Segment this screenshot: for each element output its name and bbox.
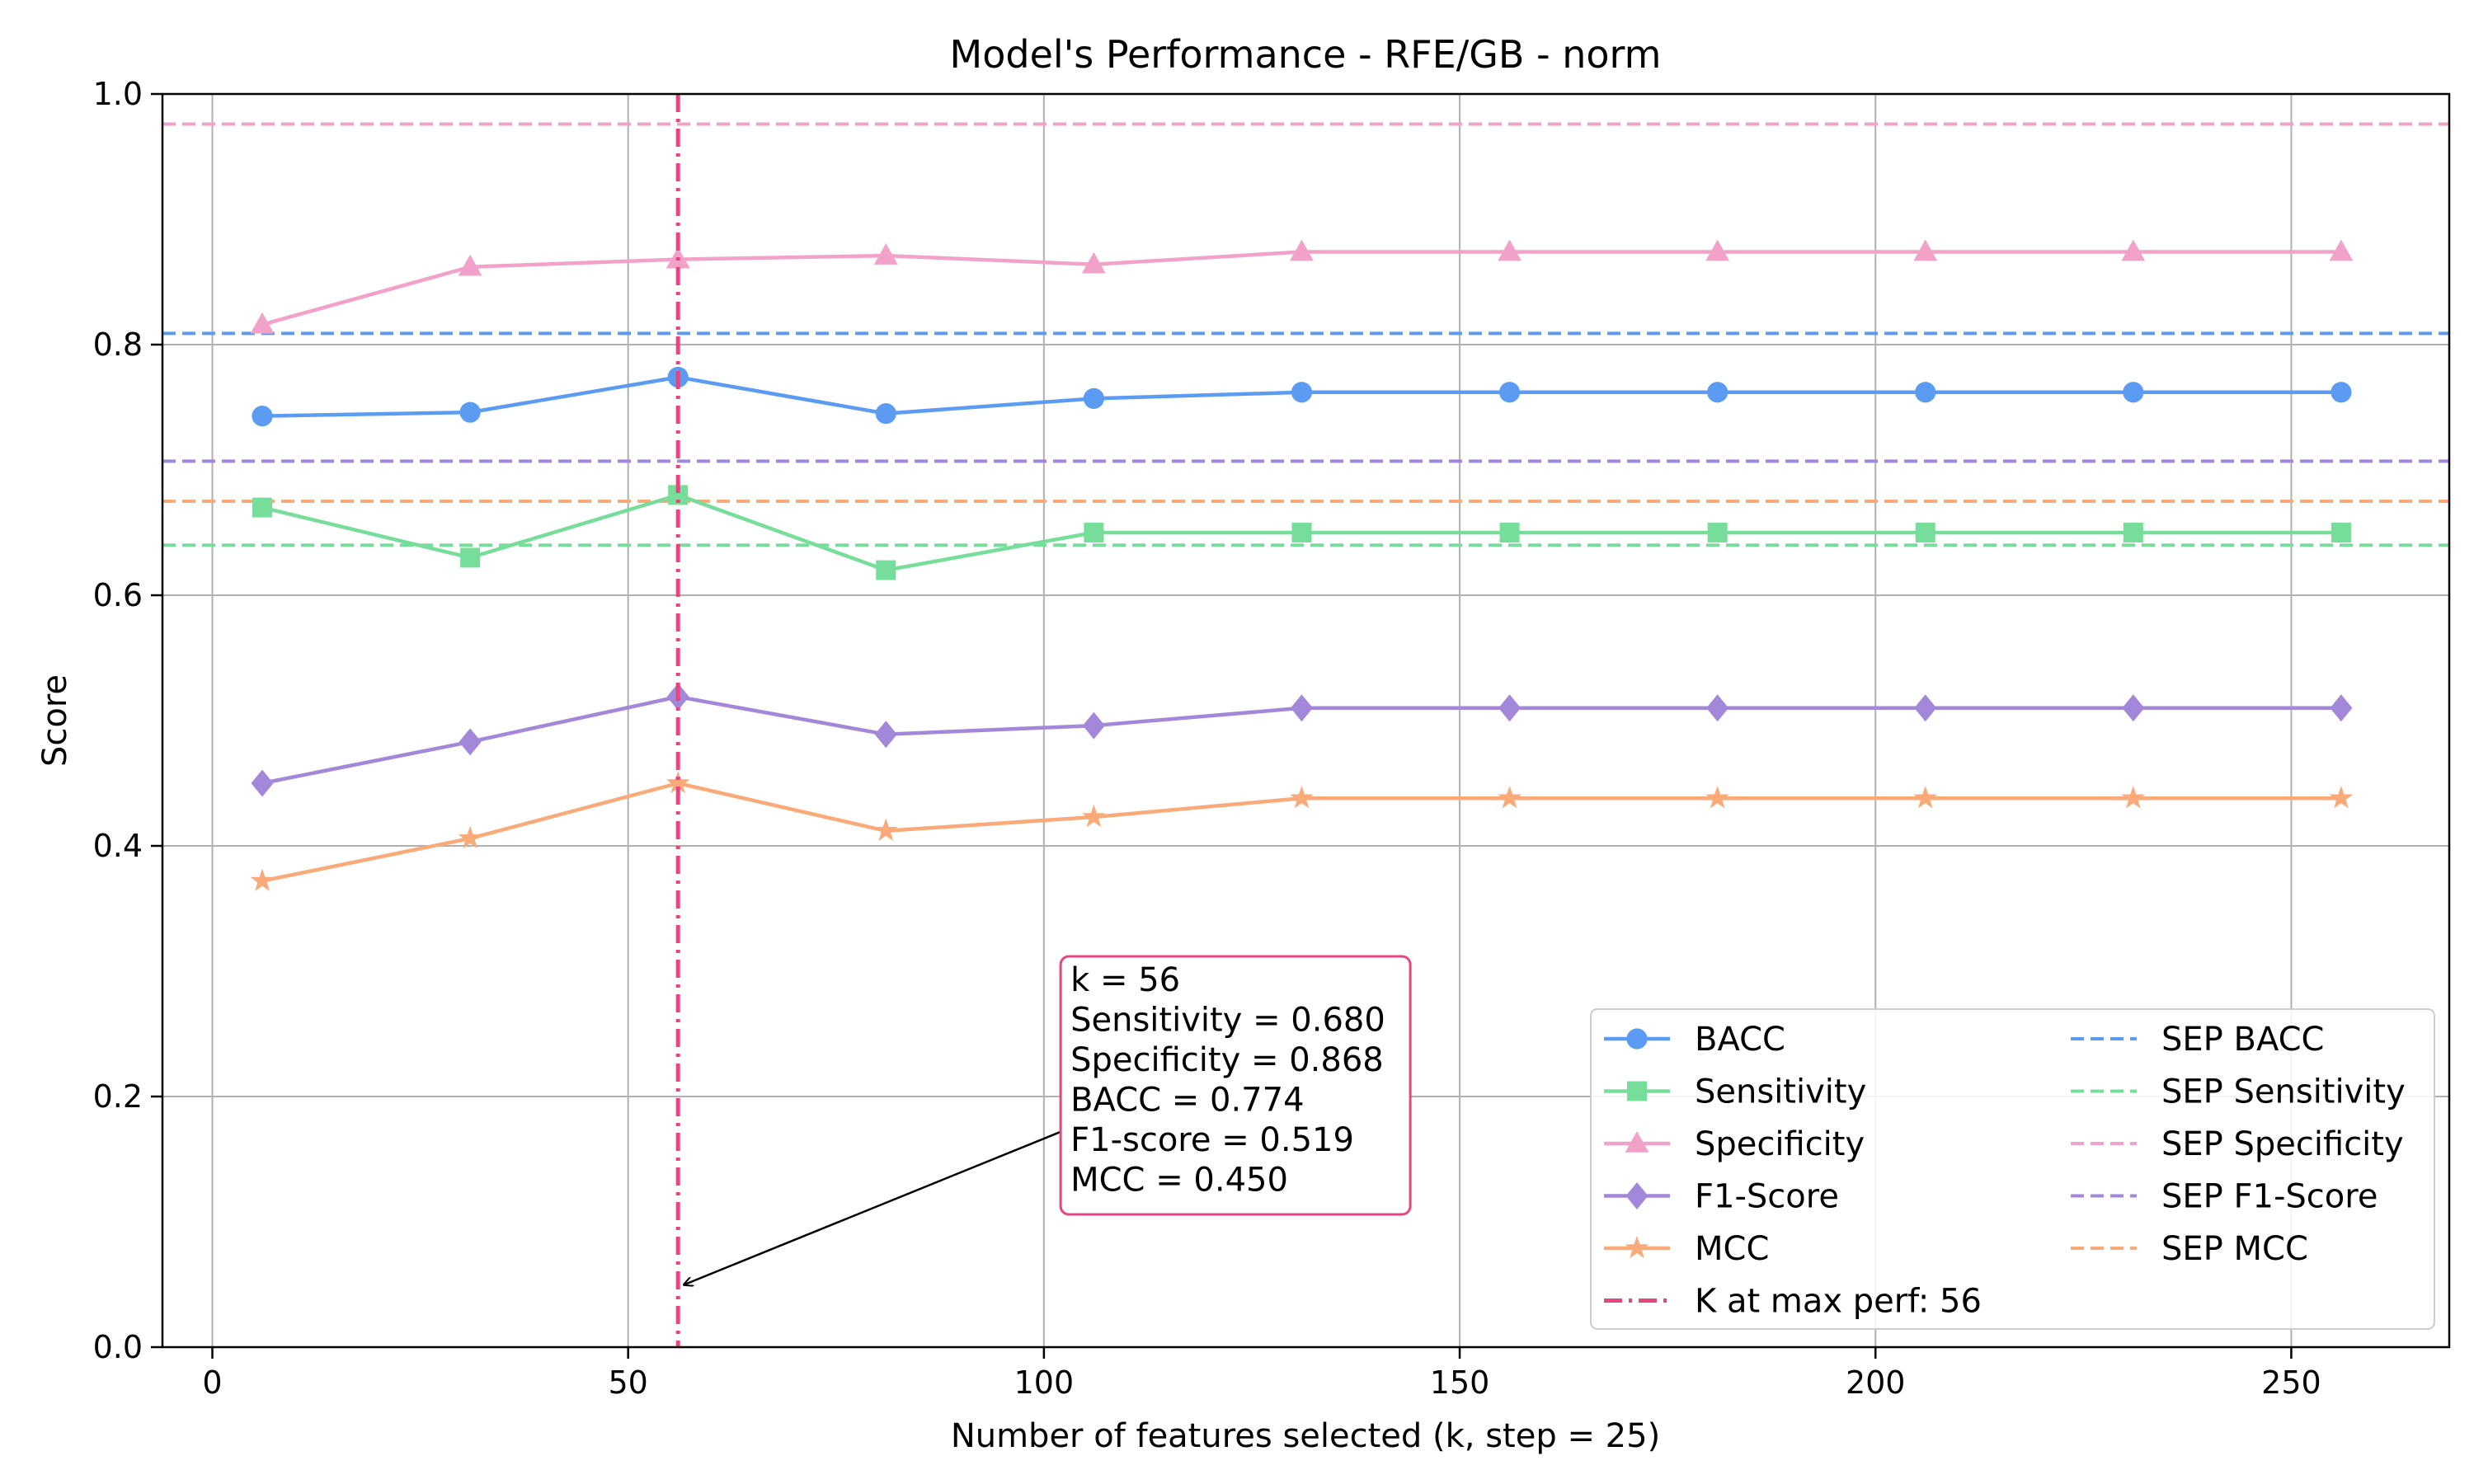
legend-label: SEP BACC [2161, 1021, 2324, 1059]
data-point [458, 825, 482, 848]
legend: BACC Sensitivity Specificity F1-Score MCC K a… [1590, 1008, 2435, 1330]
data-point [459, 728, 482, 756]
data-point [1705, 239, 1730, 261]
legend-label: F1-Score [1695, 1178, 1839, 1216]
data-point [458, 254, 482, 276]
data-point [1291, 382, 1313, 403]
data-point [1083, 387, 1104, 409]
data-point [2331, 382, 2352, 403]
x-tick-label: 50 [609, 1364, 648, 1401]
data-point [252, 406, 273, 427]
annotation-box [1059, 955, 1412, 1216]
annotation-text: F1-score = 0.519 [1070, 1121, 1354, 1159]
legend-label: MCC [1695, 1230, 1769, 1268]
data-point [2331, 523, 2351, 542]
data-point [874, 721, 897, 749]
data-point [2123, 382, 2144, 403]
data-point [1498, 786, 1522, 809]
annotation-text: BACC = 0.774 [1070, 1082, 1304, 1120]
data-point [874, 818, 898, 841]
data-point [1915, 523, 1935, 542]
data-point [1914, 694, 1937, 722]
legend-marker [1625, 1131, 1649, 1153]
y-tick-label: 0.6 [93, 577, 143, 613]
y-tick-label: 1.0 [93, 76, 143, 112]
data-point [251, 769, 274, 797]
data-point [1081, 251, 1106, 274]
x-tick-label: 150 [1430, 1364, 1490, 1401]
x-axis-label: Number of features selected (k, step = 2… [951, 1417, 1660, 1455]
data-point [2123, 523, 2143, 542]
legend-box [1590, 1008, 2435, 1330]
data-point [1082, 805, 1106, 828]
data-point [1084, 523, 1104, 542]
data-point [1498, 382, 1521, 403]
data-point [1499, 523, 1520, 542]
y-tick-label: 0.8 [93, 326, 143, 363]
annotation-arrow [684, 1130, 1061, 1284]
chart-title: Model's Performance - RFE/GB - norm [950, 32, 1662, 77]
data-point [1498, 239, 1522, 261]
data-point [875, 403, 896, 425]
y-tick-label: 0.2 [93, 1078, 143, 1115]
data-point [1915, 382, 1936, 403]
data-point [1290, 786, 1314, 809]
data-point [1706, 694, 1729, 722]
data-point [1290, 239, 1314, 261]
x-tick-label: 250 [2261, 1364, 2321, 1401]
y-tick-label: 0.4 [93, 828, 143, 864]
x-tick-label: 200 [1846, 1364, 1906, 1401]
legend-label: BACC [1695, 1021, 1785, 1059]
data-point [1498, 694, 1522, 722]
data-point [2329, 786, 2354, 809]
data-point [2121, 239, 2146, 261]
data-point [2330, 694, 2353, 722]
y-tick-label: 0.0 [93, 1329, 143, 1365]
data-point [2329, 239, 2354, 261]
data-point [1705, 786, 1729, 809]
legend-label: SEP Sensitivity [2161, 1073, 2406, 1111]
legend-label: Sensitivity [1695, 1073, 1866, 1111]
legend-label: SEP MCC [2161, 1230, 2308, 1268]
data-point [1913, 786, 1937, 809]
data-point [460, 547, 481, 568]
data-point [250, 868, 275, 891]
data-point [1290, 694, 1313, 722]
annotation-text: Sensitivity = 0.680 [1070, 1002, 1385, 1040]
axes: 0 50 100 150 200 250 0.0 0.2 0.4 0.6 0.8 1.0 [93, 76, 2321, 1401]
data-point [876, 560, 896, 580]
data-point [1291, 523, 1312, 542]
legend-marker [1626, 1028, 1648, 1050]
data-point [459, 402, 481, 423]
data-point [1913, 239, 1938, 261]
y-axis-label: Score [36, 674, 74, 767]
data-point [2122, 694, 2145, 722]
data-point [666, 771, 690, 794]
data-point [1707, 382, 1729, 403]
legend-label: SEP F1-Score [2161, 1178, 2378, 1216]
data-point [1707, 523, 1728, 542]
plot-frame [161, 92, 2451, 1349]
annotation-text: MCC = 0.450 [1070, 1162, 1288, 1200]
data-point [252, 497, 273, 518]
x-tick-label: 0 [202, 1364, 222, 1401]
annotation-text: Specificity = 0.868 [1070, 1041, 1384, 1079]
data-point [2121, 786, 2146, 809]
legend-label: Specificity [1695, 1125, 1865, 1163]
data-point [250, 312, 275, 334]
legend-marker [1625, 1182, 1649, 1209]
legend-marker [1627, 1081, 1647, 1101]
legend-label: SEP Specificity [2161, 1125, 2404, 1163]
reference-lines [162, 122, 2449, 547]
data-point [873, 243, 898, 265]
legend-marker [1625, 1236, 1649, 1259]
annotation-text: k = 56 [1070, 961, 1180, 999]
data-point [1082, 711, 1105, 740]
legend-label: K at max perf: 56 [1695, 1283, 1982, 1321]
x-tick-label: 100 [1014, 1364, 1075, 1401]
